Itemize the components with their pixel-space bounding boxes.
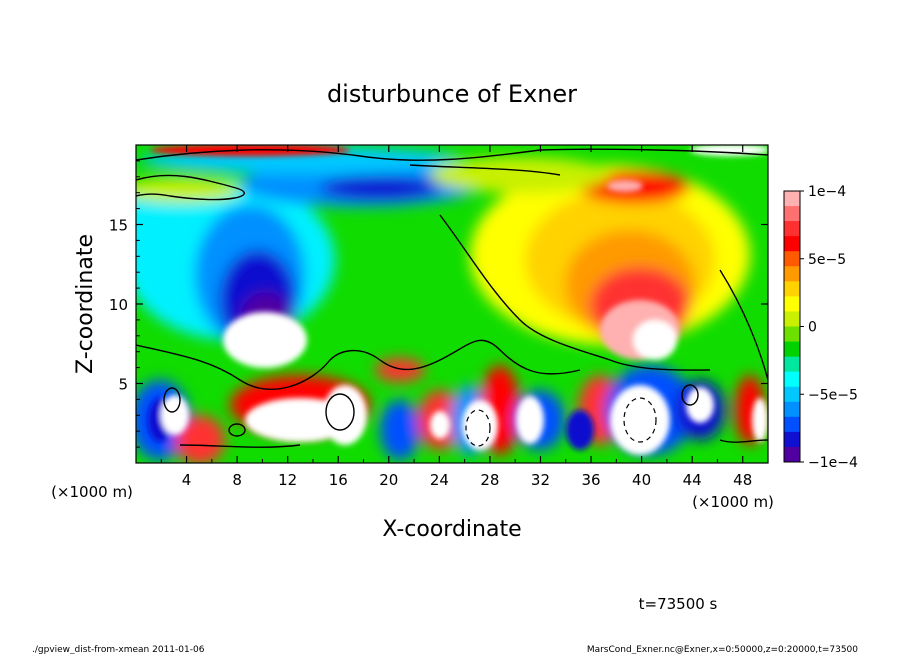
- colorbar-swatch: [784, 221, 800, 237]
- colorbar-swatch: [784, 416, 800, 433]
- colorbar-swatch: [784, 251, 800, 267]
- chart-title: disturbunce of Exner: [327, 80, 577, 108]
- x-unit-label-right: (×1000 m): [692, 493, 774, 511]
- colorbar-swatch: [784, 281, 800, 297]
- field-extremes: [148, 145, 768, 455]
- x-unit-label-left: (×1000 m): [51, 483, 133, 501]
- colorbar: 1e−4 5e−5 0 −5e−5 −1e−4: [783, 184, 858, 471]
- colorbar-tick-label: 5e−5: [808, 252, 846, 268]
- colorbar-swatch: [784, 296, 800, 312]
- colorbar-swatch: [784, 401, 800, 418]
- y-tick-label: 10: [109, 296, 128, 314]
- time-label: t=73500 s: [639, 595, 718, 613]
- x-tick-label: 20: [379, 471, 398, 489]
- footer-right: MarsCond_Exner.nc@Exner,x=0:50000,z=0:20…: [587, 645, 858, 654]
- colorbar-swatch: [784, 191, 800, 207]
- x-axis-label: X-coordinate: [382, 517, 521, 542]
- colorbar-tick-label: −5e−5: [808, 387, 858, 403]
- x-tick-label: 12: [278, 471, 297, 489]
- colorbar-swatch: [784, 356, 800, 373]
- y-axis-label: Z-coordinate: [73, 234, 98, 374]
- colorbar-swatch: [784, 371, 800, 388]
- colorbar-tick-label: 1e−4: [808, 184, 846, 200]
- plot-area: [136, 145, 768, 463]
- x-tick-label: 16: [329, 471, 348, 489]
- colorbar-swatch: [784, 446, 800, 463]
- y-axis: 5 10 15: [109, 160, 768, 448]
- x-tick-label: 4: [182, 471, 192, 489]
- negative-contours: [465, 397, 657, 447]
- x-tick-label: 36: [581, 471, 600, 489]
- colorbar-swatch: [784, 236, 800, 252]
- x-tick-label: 24: [430, 471, 449, 489]
- x-tick-label: 8: [232, 471, 242, 489]
- y-tick-label: 5: [118, 376, 128, 394]
- colorbar-tick-label: −1e−4: [808, 455, 858, 471]
- colorbar-swatch: [784, 311, 800, 327]
- x-tick-label: 44: [683, 471, 702, 489]
- x-axis: 4 8 12 16 20 24 28 32 36 40 44 48: [160, 145, 752, 489]
- x-tick-label: 28: [480, 471, 499, 489]
- colorbar-swatch: [784, 386, 800, 403]
- colorbar-swatch: [784, 431, 800, 448]
- colorbar-tick-label: 0: [808, 320, 817, 336]
- x-tick-label: 48: [733, 471, 752, 489]
- y-tick-label: 15: [109, 217, 128, 235]
- footer-left: ./gpview_dist-from-xmean 2011-01-06: [32, 645, 205, 654]
- colorbar-swatch: [784, 206, 800, 222]
- x-tick-label: 40: [632, 471, 651, 489]
- colorbar-swatch: [784, 326, 800, 343]
- x-tick-label: 32: [531, 471, 550, 489]
- colorbar-swatch: [784, 341, 800, 358]
- colorbar-swatch: [784, 266, 800, 282]
